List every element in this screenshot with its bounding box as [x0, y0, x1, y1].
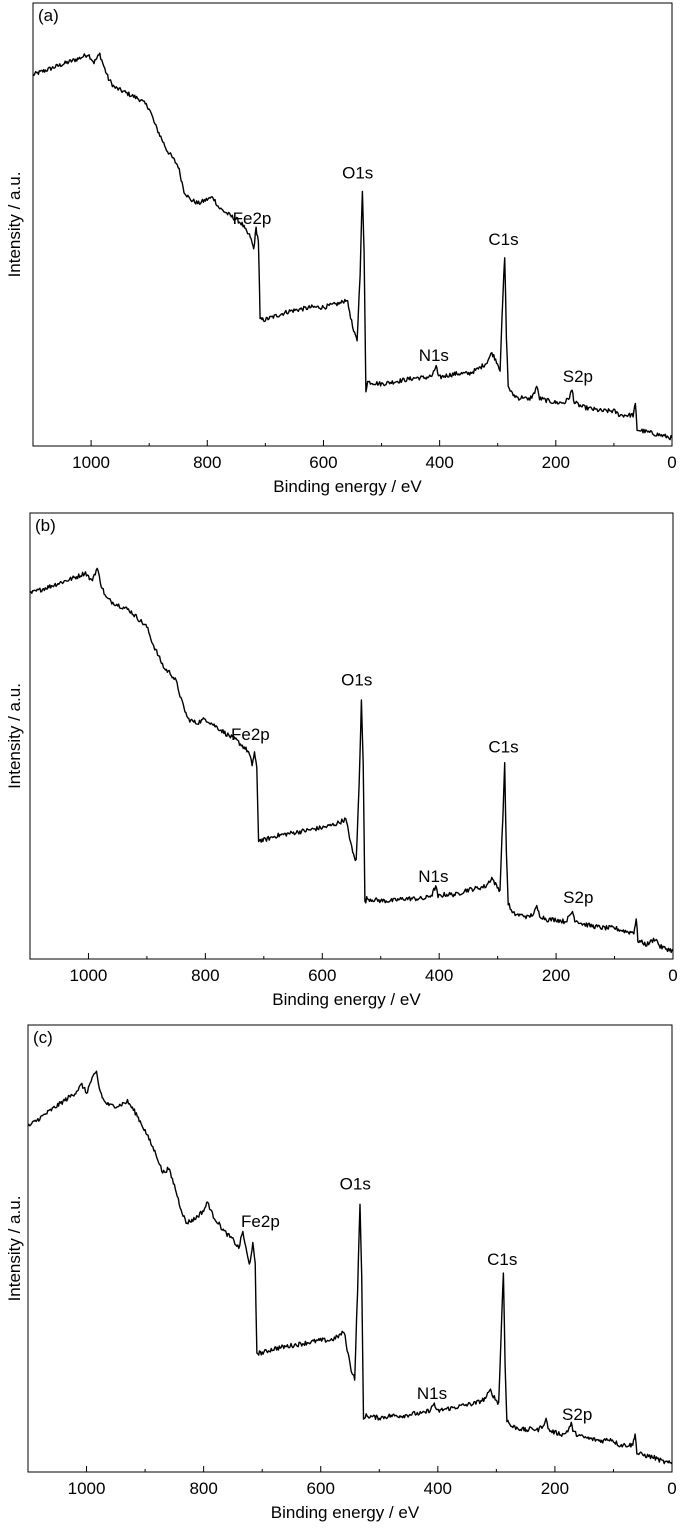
x-tick-label: 200 — [542, 966, 570, 985]
plot-frame — [27, 1024, 673, 1473]
panel-label: (a) — [38, 6, 59, 25]
peak-label-s2p: S2p — [563, 888, 593, 907]
peak-label-fe2p: Fe2p — [233, 209, 272, 228]
x-tick-label: 1000 — [72, 453, 110, 472]
x-tick-label: 0 — [667, 1479, 676, 1498]
x-tick-label: 200 — [542, 453, 570, 472]
x-tick-label: 0 — [668, 966, 677, 985]
peak-label-n1s: N1s — [418, 867, 448, 886]
x-tick-label: 400 — [425, 453, 453, 472]
x-tick-label: 600 — [309, 453, 337, 472]
x-tick-label: 400 — [424, 1479, 452, 1498]
peak-label-n1s: N1s — [417, 1384, 447, 1403]
peak-label-o1s: O1s — [341, 670, 372, 689]
x-axis-label: Binding energy / eV — [272, 990, 421, 1009]
x-tick-label: 1000 — [68, 1479, 106, 1498]
peak-label-fe2p: Fe2p — [241, 1212, 280, 1231]
x-tick-label: 800 — [191, 966, 219, 985]
peak-label-c1s: C1s — [488, 737, 518, 756]
x-tick-label: 200 — [541, 1479, 569, 1498]
x-tick-label: 600 — [307, 1479, 335, 1498]
peak-label-s2p: S2p — [562, 1405, 592, 1424]
peak-label-o1s: O1s — [342, 164, 373, 183]
x-tick-label: 400 — [425, 966, 453, 985]
plot-frame — [32, 2, 673, 447]
panel-label: (c) — [33, 1028, 53, 1047]
peak-label-c1s: C1s — [488, 230, 518, 249]
chart-panel-1: 1000 800 600 400 200 0 Binding energy / eV Inte… — [5, 2, 677, 496]
x-tick-label: 0 — [667, 453, 676, 472]
x-tick-label: 800 — [193, 453, 221, 472]
panel-label: (b) — [35, 516, 56, 535]
chart-panel-2: 1000 800 600 400 200 0 Binding energy / eV Inte… — [5, 512, 678, 1009]
peak-label-c1s: C1s — [487, 1250, 517, 1269]
peak-label-n1s: N1s — [419, 346, 449, 365]
x-tick-label: 600 — [308, 966, 336, 985]
peak-label-s2p: S2p — [563, 367, 593, 386]
x-axis-label: Binding energy / eV — [273, 477, 422, 496]
spectrum-line — [27, 1070, 673, 1465]
x-axis-label: Binding energy / eV — [271, 1503, 420, 1522]
y-axis-label: Intensity / a.u. — [5, 683, 24, 789]
peak-label-o1s: O1s — [340, 1174, 371, 1193]
plot-frame — [29, 512, 674, 960]
x-tick-label: 800 — [189, 1479, 217, 1498]
spectrum-line — [29, 567, 674, 954]
chart-panel-3: 1000 800 600 400 200 0 Binding energy / eV Inte… — [5, 1024, 677, 1522]
peak-label-fe2p: Fe2p — [231, 725, 270, 744]
y-axis-label: Intensity / a.u. — [5, 1196, 24, 1302]
spectrum-line — [32, 52, 673, 441]
x-tick-label: 1000 — [70, 966, 108, 985]
y-axis-label: Intensity / a.u. — [5, 172, 24, 278]
